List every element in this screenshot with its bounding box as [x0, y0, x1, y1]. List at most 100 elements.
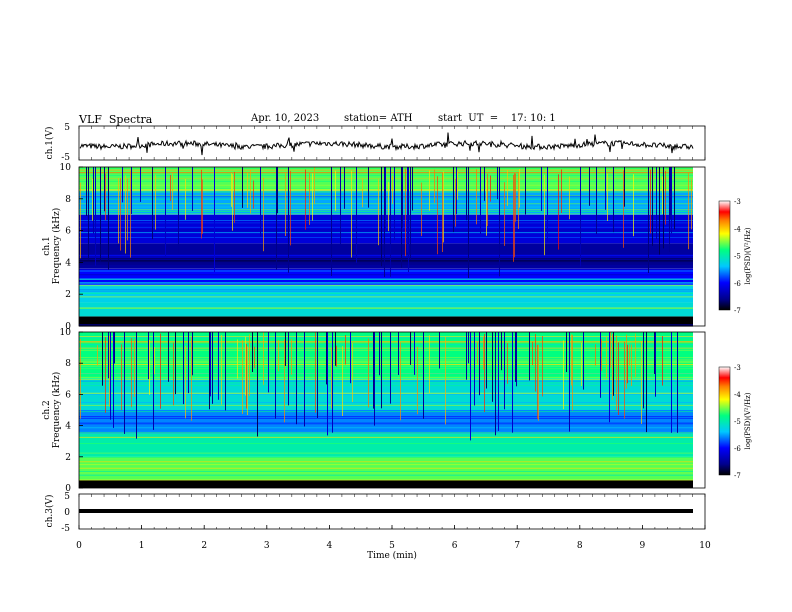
ch1-colorbar-label: log(PSD)(V²/Hz)	[744, 227, 752, 284]
spec-sferic	[100, 167, 101, 262]
ch1-colorbar-tick: -4	[734, 225, 741, 233]
spec-line	[79, 365, 693, 367]
spec-line	[79, 381, 693, 383]
spec-line	[79, 379, 693, 380]
spec-sferic-bright	[623, 170, 624, 248]
spec-sferic-bright	[537, 344, 538, 419]
ch2-spec-ytick-label: 10	[60, 328, 72, 338]
spec-sferic	[583, 332, 584, 390]
spec-sferic	[468, 332, 469, 364]
spec-sferic-bright	[352, 343, 353, 403]
spec-line	[79, 282, 693, 283]
spec-sferic-bright	[127, 178, 128, 241]
spec-sferic-bright	[513, 174, 514, 262]
spec-line	[79, 480, 693, 482]
spec-sferic	[260, 167, 261, 237]
spec-sferic	[663, 167, 664, 249]
spec-sferic	[152, 167, 153, 240]
spec-sferic	[350, 332, 351, 384]
spec-sferic-bright	[351, 170, 352, 258]
spec-sferic	[648, 167, 649, 273]
spec-band-3	[79, 410, 693, 434]
spec-sferic	[525, 167, 526, 215]
spec-sferic	[381, 332, 382, 409]
spec-sferic	[344, 167, 345, 209]
spec-sferic	[497, 167, 498, 200]
spec-sferic-bright	[542, 336, 543, 397]
spec-sferic	[613, 167, 614, 233]
x-tick-label: 5	[389, 541, 395, 551]
ch2-spec-ylabel-channel: ch.2	[42, 400, 52, 419]
spec-sferic-bright	[290, 170, 291, 246]
spec-sferic-bright	[154, 347, 155, 375]
spec-sferic-bright	[285, 173, 286, 236]
spec-line	[79, 467, 693, 469]
spec-line	[79, 278, 693, 279]
spec-line	[79, 344, 693, 346]
spec-sferic-bright	[92, 179, 93, 221]
spec-sferic	[136, 332, 137, 439]
spec-sferic-bright	[507, 343, 508, 384]
ch1-colorbar-tick: -6	[734, 280, 741, 288]
spec-line	[79, 237, 693, 238]
date-label: Apr. 10, 2023	[251, 113, 320, 124]
spec-sferic	[515, 332, 516, 382]
spec-sferic	[285, 332, 286, 366]
start-time-label: start UT = 17: 10: 1	[438, 113, 556, 124]
spec-sferic-bright	[627, 344, 628, 384]
spec-sferic-bright	[80, 339, 81, 419]
spec-sferic-bright	[291, 338, 292, 375]
ch2-spectrogram-frame	[78, 331, 706, 489]
spec-sferic-bright	[518, 173, 519, 229]
chart-title: VLF Spectra	[79, 113, 153, 126]
spec-line	[79, 464, 693, 466]
spec-sferic-bright	[571, 334, 572, 386]
ch2-spec-ylabel-frequency: Frequency (kHz)	[51, 372, 62, 449]
spec-sferic-bright	[149, 339, 150, 395]
spec-sferic	[412, 167, 413, 211]
spec-sferic-bright	[97, 345, 98, 366]
spec-sferic-bright	[237, 339, 238, 379]
spec-line	[79, 358, 693, 360]
spec-line	[79, 456, 693, 458]
spec-line	[79, 336, 693, 338]
spec-sferic-bright	[247, 346, 248, 415]
ch1-spec-ytick-label: 0	[65, 322, 71, 332]
ch2-colorbar-tick: -5	[734, 418, 741, 426]
ch1-colorbar	[718, 200, 731, 311]
spec-sferic-bright	[118, 178, 119, 244]
spec-line	[79, 308, 693, 309]
spec-sferic-bright	[231, 173, 232, 207]
spec-sferic	[268, 332, 269, 393]
spec-sferic	[401, 167, 402, 268]
spec-sferic	[218, 332, 219, 400]
ch1-ylabel: ch.1(V)	[44, 127, 55, 160]
spec-sferic-bright	[120, 178, 121, 251]
spec-sferic	[102, 332, 103, 386]
spec-sferic	[168, 332, 169, 382]
spec-sferic-bright	[249, 334, 250, 396]
spec-line	[79, 380, 693, 382]
spec-sferic	[381, 167, 382, 267]
spec-line	[79, 423, 693, 425]
spec-line	[79, 362, 693, 364]
spec-sferic	[242, 167, 243, 208]
spec-sferic-bright	[109, 335, 110, 407]
spec-sferic-bright	[263, 332, 264, 385]
x-tick-label: 8	[577, 541, 583, 551]
spec-sferic-bright	[232, 174, 233, 231]
ch2-colorbar-tick: -6	[734, 445, 741, 453]
ch1-spec-ytick-label: 8	[65, 195, 71, 205]
spec-sferic	[674, 167, 675, 230]
spec-sferic	[192, 167, 193, 211]
spec-sferic-bright	[405, 168, 406, 257]
spec-line	[79, 368, 693, 370]
x-tick-label: 4	[327, 541, 333, 551]
spec-sferic	[512, 332, 513, 433]
spec-line	[79, 294, 693, 295]
spec-sferic-bright	[331, 347, 332, 409]
spec-sferic	[384, 167, 385, 278]
spec-sferic-bright	[561, 169, 562, 213]
spec-sferic	[373, 332, 374, 409]
spec-sferic	[124, 332, 125, 434]
